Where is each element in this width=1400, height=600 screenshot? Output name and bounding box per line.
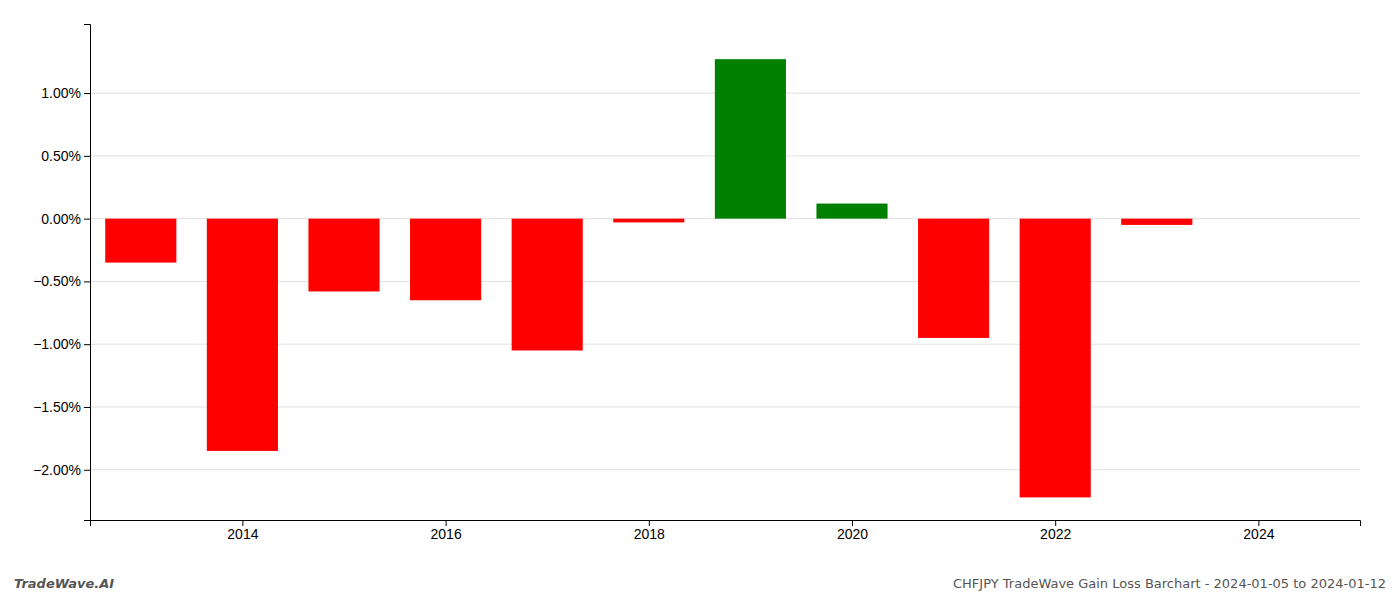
y-axis: −2.00% −1.50% −1.00% −0.50% 0.00% 0.50% 1.00% <box>33 25 90 521</box>
bar <box>1121 219 1192 225</box>
y-tick: −1.00% <box>33 336 90 352</box>
x-tick-label: 2016 <box>431 526 462 542</box>
y-tick-label: 0.00% <box>41 211 81 227</box>
x-tick: 2016 <box>431 520 462 542</box>
y-tick-mark <box>84 407 90 408</box>
grid-line <box>90 344 1360 345</box>
x-axis: 2014 2016 2018 2020 2022 2024 <box>91 520 1361 542</box>
bar <box>1020 219 1091 498</box>
y-axis-line <box>84 25 91 521</box>
y-tick-mark <box>84 281 90 282</box>
x-axis-line <box>91 521 1361 527</box>
y-tick-mark <box>84 219 90 220</box>
y-tick-label: −1.00% <box>33 336 81 352</box>
x-tick-label: 2024 <box>1243 526 1274 542</box>
bar <box>918 219 989 338</box>
chart: −2.00% −1.50% −1.00% −0.50% 0.00% 0.50% 1.00% 2… <box>0 0 1400 600</box>
x-tick-label: 2014 <box>227 526 258 542</box>
grid-line <box>90 406 1360 407</box>
bar <box>105 219 176 263</box>
x-tick-label: 2018 <box>634 526 665 542</box>
bar <box>715 59 786 218</box>
grid-line <box>90 281 1360 282</box>
bar <box>613 219 684 223</box>
y-tick: −2.00% <box>33 462 90 478</box>
bars <box>105 59 1192 497</box>
x-tick: 2018 <box>634 520 665 542</box>
y-tick-label: −1.50% <box>33 399 81 415</box>
footer: TradeWave.AI CHFJPY TradeWave Gain Loss B… <box>14 576 1386 591</box>
bar <box>1223 218 1294 219</box>
y-tick-mark <box>84 344 90 345</box>
y-tick-label: 1.00% <box>41 85 81 101</box>
x-tick: 2022 <box>1040 520 1071 542</box>
bar <box>410 219 481 301</box>
grid-line <box>90 469 1360 470</box>
y-tick-label: −0.50% <box>33 273 81 289</box>
y-tick: 1.00% <box>41 85 90 101</box>
y-tick: 0.00% <box>41 211 90 227</box>
y-tick-label: −2.00% <box>33 462 81 478</box>
bar <box>308 219 379 292</box>
footer-right: CHFJPY TradeWave Gain Loss Barchart - 20… <box>953 576 1386 591</box>
plot: −2.00% −1.50% −1.00% −0.50% 0.00% 0.50% 1.00% 2… <box>33 25 1360 542</box>
x-tick: 2014 <box>227 520 258 542</box>
y-tick-label: 0.50% <box>41 148 81 164</box>
footer-left: TradeWave.AI <box>14 576 114 591</box>
y-tick-mark <box>84 470 90 471</box>
bar <box>512 219 583 351</box>
y-tick: 0.50% <box>41 148 90 164</box>
y-tick-mark <box>84 93 90 94</box>
x-tick-label: 2022 <box>1040 526 1071 542</box>
y-tick-mark <box>84 156 90 157</box>
bar <box>816 204 887 219</box>
x-tick-label: 2020 <box>837 526 868 542</box>
x-tick: 2024 <box>1243 520 1274 542</box>
bar <box>207 219 278 451</box>
x-tick: 2020 <box>837 520 868 542</box>
y-tick: −0.50% <box>33 273 90 289</box>
y-tick: −1.50% <box>33 399 90 415</box>
